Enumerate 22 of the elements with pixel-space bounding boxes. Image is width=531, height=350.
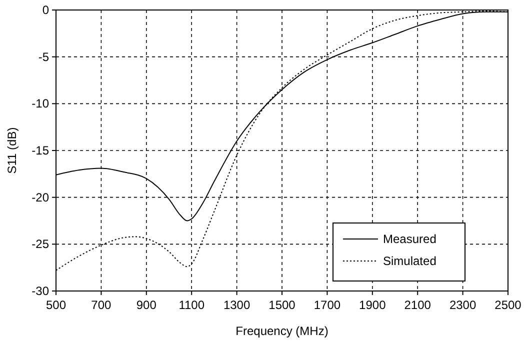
y-tick-label: -15 [32,144,50,158]
x-tick-label: 2500 [494,298,522,312]
y-tick-label: 0 [42,3,50,17]
x-tick-label: 700 [91,298,112,312]
y-axis-title: S11 (dB) [5,127,19,174]
y-tick-label: -30 [32,284,50,298]
x-tick-label: 1300 [223,298,250,312]
x-tick-label: 1700 [314,298,341,312]
x-tick-label: 1500 [268,298,296,312]
x-tick-label: 1900 [359,298,386,312]
y-tick-label: -10 [32,96,50,111]
y-tick-label: -25 [32,237,50,252]
x-axis-title: Frequency (MHz) [236,324,328,338]
x-tick-label: 900 [136,298,157,312]
x-tick-label: 2100 [404,298,432,312]
x-tick-label: 2300 [449,298,476,312]
x-tick-label: 1100 [178,298,205,312]
x-tick-label: 500 [46,298,66,312]
y-tick-label: -20 [32,190,50,204]
legend-label: Measured [383,232,436,246]
legend-label: Simulated [383,254,436,268]
y-tick-label: -5 [38,50,50,64]
